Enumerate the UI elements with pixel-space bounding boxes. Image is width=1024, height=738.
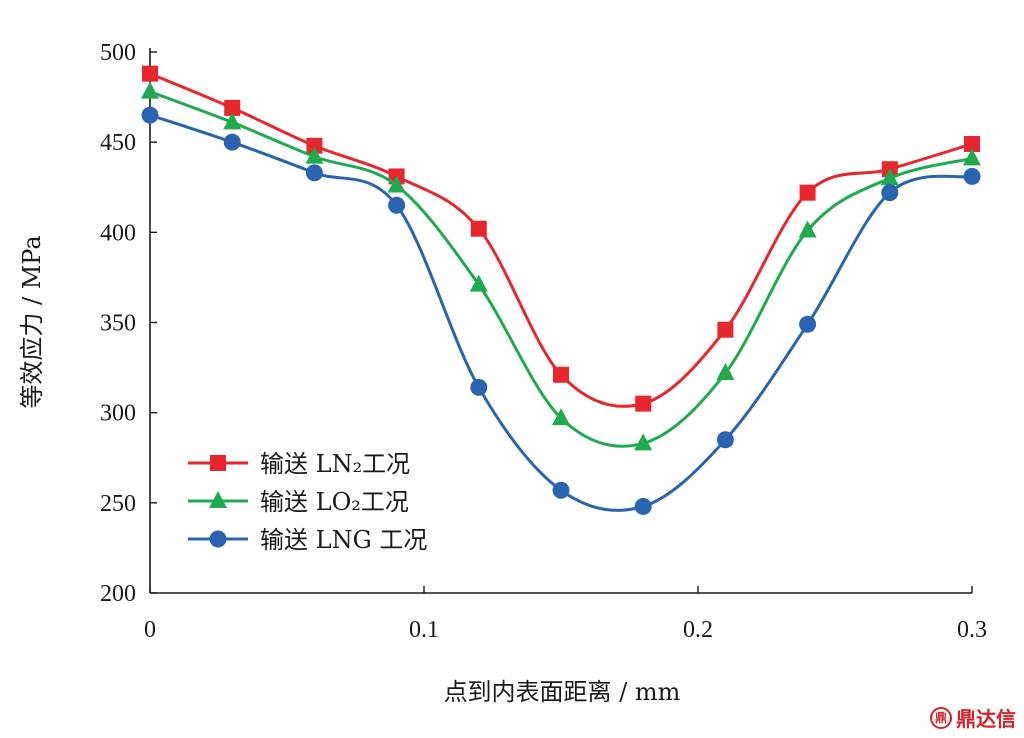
data-point-triangle: [634, 433, 653, 451]
legend-label: 输送 LO₂工况: [260, 488, 409, 516]
data-point-circle: [305, 164, 323, 182]
legend-label: 输送 LN₂工况: [260, 450, 410, 478]
data-point-triangle: [552, 408, 570, 426]
brand-logo-icon: 鼎: [930, 706, 952, 729]
series-square: [142, 65, 980, 412]
data-point-circle: [552, 481, 570, 499]
data-point-square: [224, 99, 241, 116]
legend-marker-circle: [209, 530, 227, 548]
data-point-circle: [963, 167, 981, 185]
y-tick-label: 250: [100, 491, 136, 517]
data-point-circle: [881, 184, 899, 202]
legend-marker-triangle: [209, 491, 227, 508]
data-point-square: [553, 366, 569, 383]
y-tick-label: 200: [100, 581, 136, 607]
data-point-circle: [223, 133, 241, 151]
axes: 200 250 300 350 400 450 500 0 0.1 0.2 0.3: [100, 40, 987, 643]
x-tick-label: 0.1: [409, 617, 439, 643]
watermark: 鼎 鼎达信: [930, 703, 1016, 732]
data-point-circle: [799, 315, 817, 333]
data-point-triangle: [469, 274, 488, 292]
legend-item: 输送 LO₂工况: [188, 488, 409, 516]
x-axis-title: 点到内表面距离 / mm: [444, 678, 681, 706]
data-point-triangle: [963, 148, 981, 166]
data-point-circle: [141, 106, 159, 124]
legend-item: 输送 LN₂工况: [188, 450, 410, 478]
y-tick-label: 400: [100, 220, 136, 246]
legend-label: 输送 LNG 工况: [260, 526, 427, 554]
legend-marker-square: [210, 455, 226, 471]
x-tick-label: 0: [144, 617, 156, 643]
watermark-text: 鼎达信: [956, 707, 1016, 731]
data-point-square: [799, 184, 816, 201]
series-layer: [141, 65, 981, 515]
y-tick-label: 350: [100, 311, 136, 337]
series-circle: [141, 106, 981, 515]
data-point-circle: [716, 431, 734, 449]
x-tick-label: 0.3: [957, 617, 987, 643]
series-line: [149, 72, 973, 408]
data-point-triangle: [305, 146, 324, 164]
data-point-triangle: [141, 81, 159, 99]
data-point-square: [964, 135, 980, 152]
data-point-square: [717, 321, 734, 338]
y-tick-label: 500: [100, 40, 136, 66]
y-tick-label: 450: [100, 130, 136, 156]
data-point-square: [142, 65, 158, 82]
data-point-triangle: [223, 112, 242, 130]
legend-item: 输送 LNG 工况: [188, 526, 427, 554]
data-point-square: [470, 220, 487, 237]
data-point-triangle: [716, 362, 735, 380]
data-point-circle: [388, 196, 406, 214]
data-point-square: [306, 137, 323, 154]
data-point-triangle: [880, 168, 899, 186]
data-point-triangle: [798, 220, 817, 238]
y-tick-label: 300: [100, 401, 136, 427]
series-triangle: [141, 81, 981, 451]
x-tick-label: 0.2: [683, 617, 713, 643]
series-line: [149, 90, 973, 448]
data-point-triangle: [387, 175, 406, 193]
y-axis-title: 等效应力 / MPa: [18, 235, 46, 408]
data-point-circle: [470, 378, 488, 396]
data-point-circle: [634, 497, 652, 515]
data-point-square: [635, 395, 652, 412]
